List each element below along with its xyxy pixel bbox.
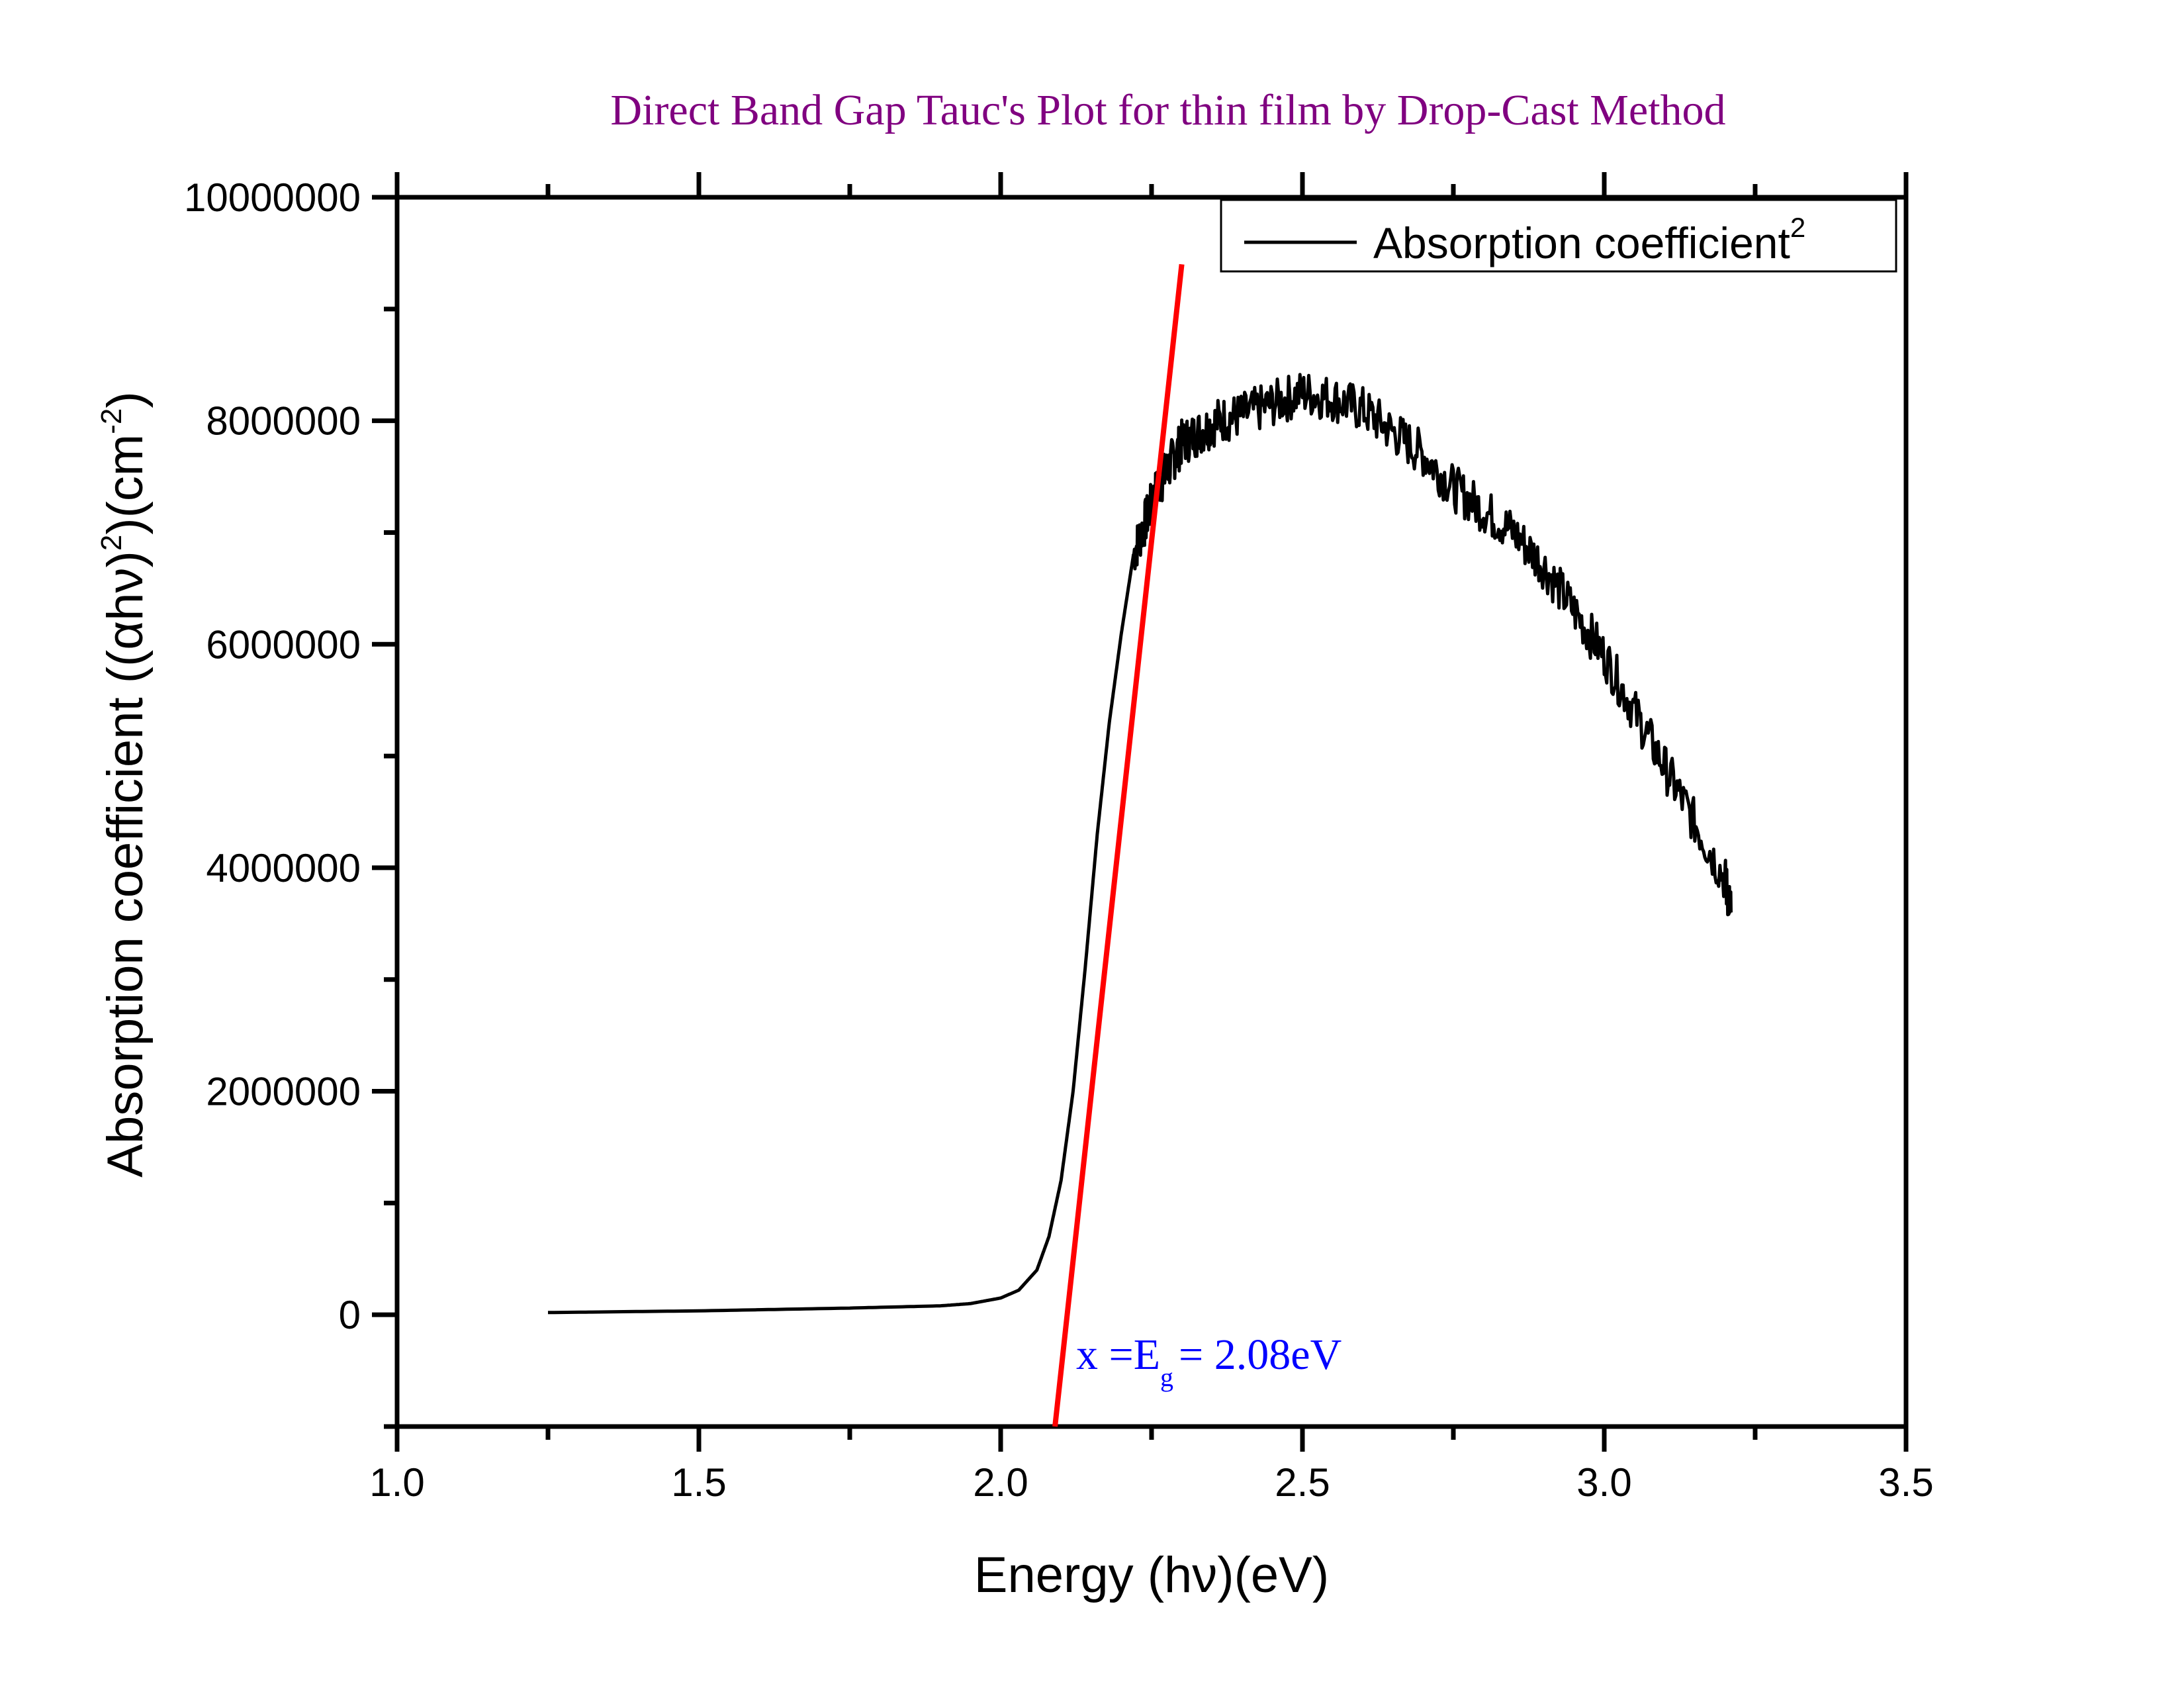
x-tick-label: 3.5 [1878, 1460, 1933, 1505]
x-tick-labels: 1.0 1.5 2.0 2.5 3.0 3.5 [369, 1460, 1933, 1505]
legend-label: Absorption coefficient2 [1373, 212, 1805, 267]
x-axis-label: Energy (hν)(eV) [974, 1547, 1329, 1603]
x-tick-label: 1.0 [369, 1460, 424, 1505]
legend-box [1220, 199, 1897, 273]
x-tick-label: 1.5 [671, 1460, 726, 1505]
y-tick-label: 10000000 [184, 175, 361, 220]
legend-label-text: Absorption coefficient [1373, 218, 1790, 267]
x-tick-label: 2.5 [1275, 1460, 1330, 1505]
linear-fit-line [1052, 263, 1185, 1427]
y-axis-label-part2: )(cm [97, 434, 154, 535]
y-tick-label: 2000000 [206, 1070, 361, 1114]
plot-area: 1.0 1.5 2.0 2.5 3.0 3.5 0 2000000 4000000 600000… [184, 172, 1934, 1505]
y-axis-label-part3: ) [97, 391, 154, 408]
annotation-prefix: x =E [1076, 1331, 1160, 1379]
annotation-sub: g [1160, 1362, 1173, 1392]
y-tick-label: 6000000 [206, 622, 361, 667]
y-tick-label: 4000000 [206, 846, 361, 890]
legend-label-sup: 2 [1790, 212, 1805, 243]
x-tick-label: 2.0 [973, 1460, 1028, 1505]
y-axis-label-part1: Absorption coefficient ((αhν) [97, 551, 154, 1178]
y-tick-label: 8000000 [206, 399, 361, 444]
legend: Absorption coefficient2 [1220, 199, 1897, 273]
annotation-suffix: = 2.08eV [1179, 1331, 1342, 1379]
y-axis-label-sup2: -2 [95, 408, 128, 434]
plot-frame [394, 195, 1909, 1429]
series-line-absorption [547, 373, 1733, 1315]
x-tick-label: 3.0 [1576, 1460, 1631, 1505]
y-axis-label: Absorption coefficient ((αhν)2)(cm-2) [95, 391, 154, 1177]
y-axis-label-sup1: 2 [95, 535, 128, 551]
y-tick-label: 0 [339, 1293, 361, 1337]
axis-ticks [372, 172, 1909, 1452]
y-tick-labels: 0 2000000 4000000 6000000 8000000 10000000 [184, 175, 361, 1337]
chart-title: Direct Band Gap Tauc's Plot for thin fil… [610, 86, 1725, 134]
band-gap-annotation: x =Eg = 2.08eV [1076, 1331, 1342, 1392]
